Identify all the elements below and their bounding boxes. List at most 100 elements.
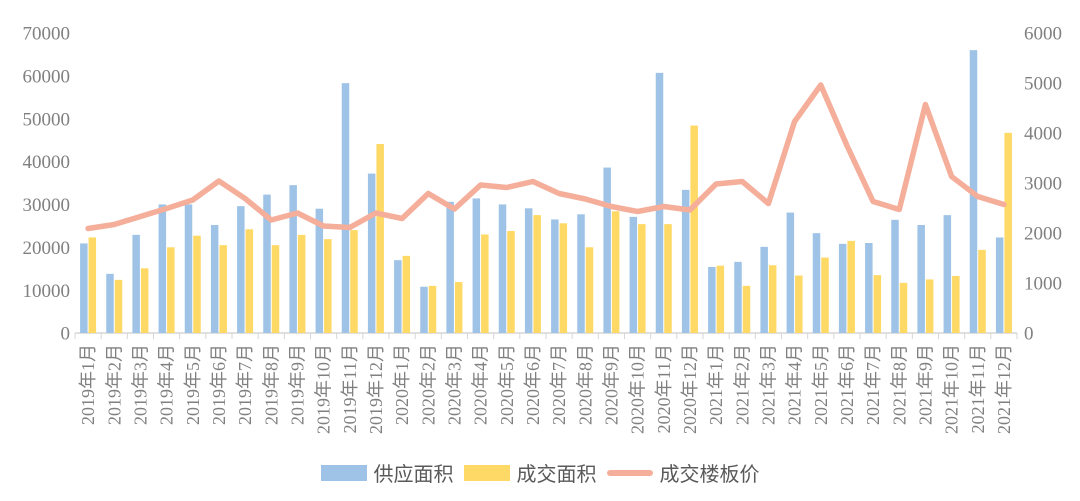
bar-成交面积-2021年6月 (847, 240, 855, 333)
bar-供应面积-2021年4月 (786, 212, 795, 333)
bars-成交面积 (88, 125, 1012, 333)
bar-供应面积-2020年1月 (394, 260, 402, 333)
bar-成交面积-2019年9月 (297, 234, 306, 333)
x-tick-label: 2019年2月 (104, 344, 124, 425)
y-right-tick-label: 1000 (1024, 274, 1062, 295)
x-tick-label: 2020年7月 (549, 344, 569, 425)
y-left-tick-label: 30000 (23, 195, 71, 216)
bar-成交面积-2019年1月 (88, 237, 97, 333)
x-tick-label: 2020年11月 (654, 344, 674, 433)
bar-供应面积-2019年4月 (158, 204, 167, 333)
bar-供应面积-2019年9月 (289, 185, 297, 333)
bar-供应面积-2021年9月 (917, 225, 925, 333)
bar-供应面积-2019年2月 (106, 273, 114, 333)
x-tick-label: 2021年2月 (732, 344, 752, 425)
bar-成交面积-2020年7月 (559, 223, 568, 333)
bar-供应面积-2019年8月 (263, 194, 271, 333)
y-axis-left: 0 10000 20000 30000 40000 50000 60000 70000 (23, 24, 71, 345)
x-tick-label: 2021年7月 (863, 344, 883, 425)
x-tick-label: 2020年8月 (575, 344, 595, 425)
bar-供应面积-2021年12月 (995, 237, 1004, 333)
x-tick-label: 2021年5月 (811, 344, 831, 425)
bar-供应面积-2019年3月 (132, 234, 140, 333)
y-left-tick-label: 60000 (23, 67, 71, 88)
bar-成交面积-2021年5月 (821, 257, 829, 333)
bar-供应面积-2019年1月 (80, 243, 88, 333)
bar-供应面积-2020年9月 (603, 167, 611, 333)
y-right-tick-label: 0 (1024, 324, 1034, 345)
y-left-tick-label: 0 (61, 324, 71, 345)
bar-供应面积-2021年1月 (708, 267, 716, 333)
bar-成交面积-2019年6月 (219, 245, 227, 333)
bar-成交面积-2019年11月 (350, 230, 358, 333)
bar-供应面积-2019年10月 (315, 208, 324, 333)
bar-成交面积-2021年1月 (716, 265, 725, 333)
bar-成交面积-2019年7月 (245, 229, 254, 333)
x-tick-label: 2020年12月 (680, 344, 700, 434)
y-right-tick-label: 5000 (1024, 74, 1062, 95)
bar-成交面积-2021年4月 (795, 275, 803, 333)
bar-供应面积-2020年6月 (524, 208, 533, 333)
bar-成交面积-2020年8月 (585, 247, 594, 333)
x-tick-label: 2021年1月 (706, 344, 726, 425)
bar-供应面积-2019年5月 (184, 204, 193, 333)
bar-供应面积-2020年2月 (420, 286, 428, 333)
bar-成交面积-2020年2月 (428, 285, 437, 333)
legend: 供应面积 成交面积 成交楼板价 (0, 458, 1080, 487)
legend-item-deal-area: 成交面积 (463, 458, 597, 487)
x-tick-label: 2020年5月 (497, 344, 517, 425)
bar-供应面积-2021年2月 (734, 261, 742, 333)
bar-成交面积-2021年9月 (925, 279, 934, 333)
y-right-tick-label: 4000 (1024, 124, 1062, 145)
bar-成交面积-2019年5月 (193, 235, 201, 333)
legend-item-supply-area: 供应面积 (320, 458, 454, 487)
bar-成交面积-2020年5月 (507, 231, 515, 333)
x-tick-label: 2019年10月 (314, 344, 334, 434)
supply-area-swatch (320, 464, 367, 481)
x-tick-label: 2020年10月 (628, 344, 648, 434)
bar-成交面积-2019年4月 (167, 247, 175, 333)
bar-供应面积-2019年12月 (367, 173, 376, 333)
x-tick-label: 2019年8月 (261, 344, 281, 425)
bar-供应面积-2021年3月 (760, 246, 768, 333)
bar-成交面积-2020年10月 (638, 224, 646, 333)
legend-label-floor-price: 成交楼板价 (659, 464, 760, 486)
bar-成交面积-2019年3月 (140, 268, 149, 333)
x-tick-label: 2019年7月 (235, 344, 255, 425)
price-line (85, 82, 1007, 232)
bar-成交面积-2020年9月 (611, 211, 620, 333)
bar-成交面积-2019年2月 (114, 279, 123, 333)
x-tick-label: 2021年9月 (915, 344, 935, 425)
x-axis-labels: 2019年1月 2019年2月 2019年3月 2019年4月 2019年5月 2019年… (78, 344, 1014, 434)
x-tick-label: 2019年11月 (340, 344, 360, 433)
deal-area-swatch (463, 464, 510, 481)
x-tick-label: 2019年12月 (366, 344, 386, 434)
x-tick-label: 2019年1月 (78, 344, 98, 425)
bar-供应面积-2021年5月 (812, 233, 821, 333)
bar-供应面积-2019年6月 (210, 225, 219, 333)
x-tick-label: 2021年6月 (837, 344, 857, 425)
bar-供应面积-2020年12月 (681, 189, 690, 333)
x-tick-label: 2020年4月 (471, 344, 491, 425)
x-tick-label: 2020年2月 (418, 344, 438, 425)
y-right-tick-label: 6000 (1024, 24, 1062, 45)
bar-成交面积-2019年8月 (271, 245, 280, 333)
x-tick-label: 2019年6月 (209, 344, 229, 425)
bar-供应面积-2020年4月 (472, 198, 481, 333)
bar-成交面积-2019年12月 (376, 144, 384, 333)
y-left-tick-label: 40000 (23, 152, 71, 173)
x-tick-label: 2019年3月 (130, 344, 150, 425)
bar-供应面积-2021年6月 (838, 243, 847, 333)
bar-成交面积-2020年3月 (454, 282, 463, 333)
x-tick-label: 2021年10月 (942, 344, 962, 434)
bar-供应面积-2021年8月 (891, 219, 899, 333)
x-tick-label: 2021年3月 (758, 344, 778, 425)
bar-成交面积-2020年11月 (664, 224, 672, 333)
bar-成交面积-2021年8月 (899, 282, 908, 333)
y-right-tick-label: 2000 (1024, 224, 1062, 245)
bar-成交面积-2021年7月 (873, 275, 882, 333)
bar-供应面积-2020年7月 (551, 219, 559, 333)
y-left-tick-label: 50000 (23, 109, 71, 130)
y-right-tick-label: 3000 (1024, 174, 1062, 195)
bar-供应面积-2021年7月 (865, 243, 873, 333)
